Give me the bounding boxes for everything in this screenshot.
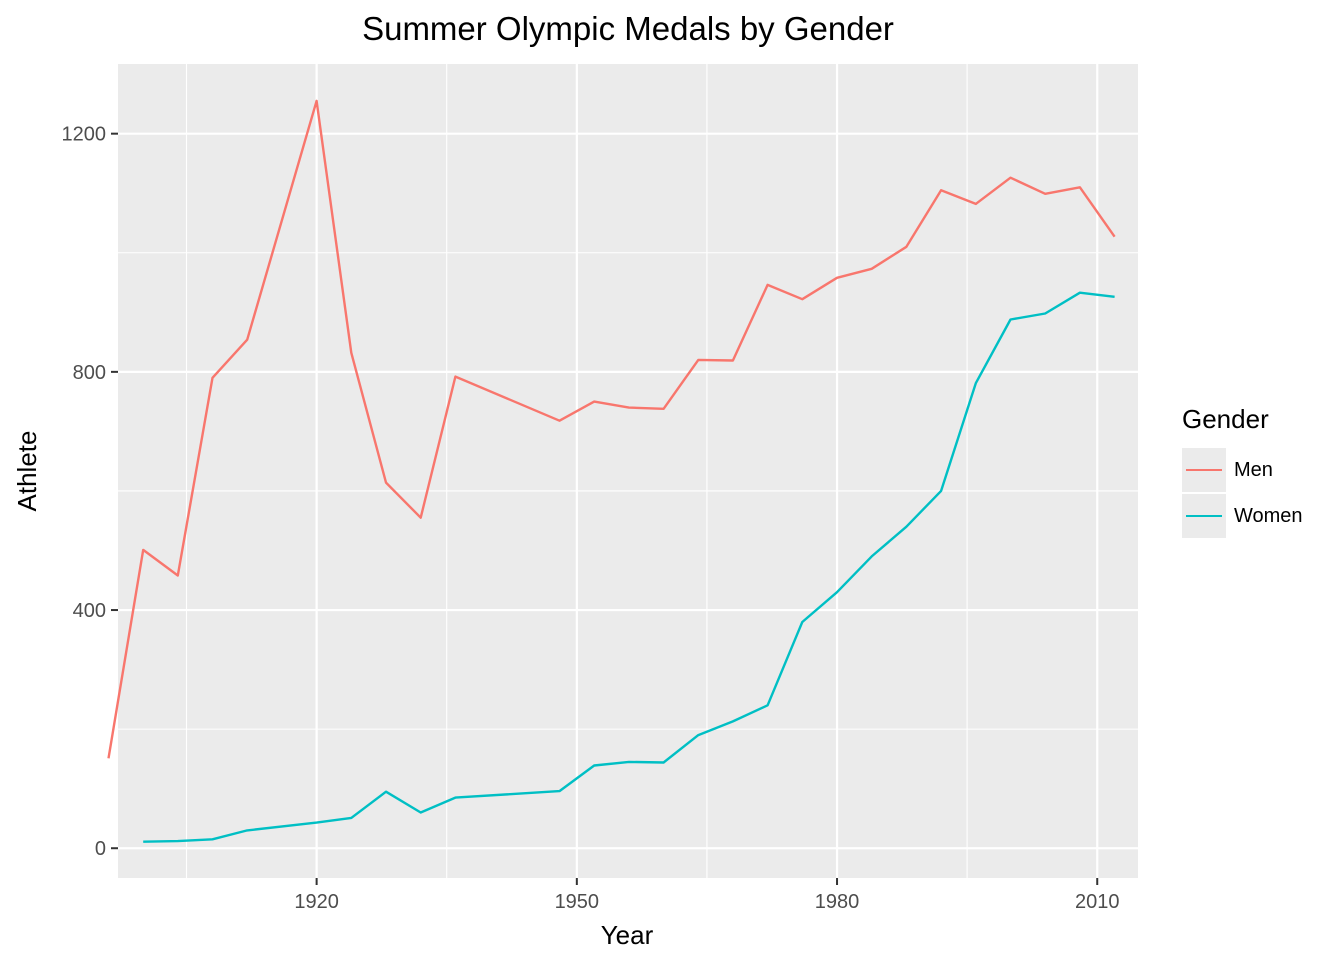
major-gridlines — [118, 64, 1138, 878]
axis-ticks — [111, 132, 1099, 885]
legend-title: Gender — [1182, 404, 1269, 434]
x-axis-title: Year — [601, 920, 654, 950]
legend-swatch-men — [1186, 469, 1222, 472]
minor-gridlines — [118, 64, 1138, 878]
y-axis-title: Athlete — [12, 431, 42, 512]
legend-label-women: Women — [1234, 504, 1303, 527]
series-line-men — [107, 99, 1116, 759]
y-tick-label: 800 — [73, 362, 106, 384]
legend-item-women: Women — [1182, 493, 1303, 539]
series-line-women — [143, 291, 1115, 843]
chart-title: Summer Olympic Medals by Gender — [362, 10, 894, 47]
legend-item-men: Men — [1182, 447, 1303, 493]
series-lines — [107, 99, 1116, 843]
x-axis-tick-labels: 1920 1950 1980 2010 — [294, 891, 1119, 913]
legend-key-men — [1182, 448, 1226, 492]
x-tick-label: 1980 — [815, 891, 860, 913]
legend-key-women — [1182, 494, 1226, 538]
x-tick-label: 1920 — [294, 891, 339, 913]
y-tick-label: 400 — [73, 600, 106, 622]
y-axis-tick-labels: 0 400 800 1200 — [62, 124, 107, 861]
plot-panel — [118, 64, 1138, 878]
x-tick-label: 2010 — [1075, 891, 1120, 913]
x-tick-label: 1950 — [555, 891, 600, 913]
y-tick-label: 1200 — [62, 124, 107, 146]
legend-swatch-women — [1186, 515, 1222, 518]
y-tick-label: 0 — [95, 838, 106, 860]
legend: Gender Men Women — [1182, 404, 1303, 539]
legend-label-men: Men — [1234, 458, 1273, 481]
